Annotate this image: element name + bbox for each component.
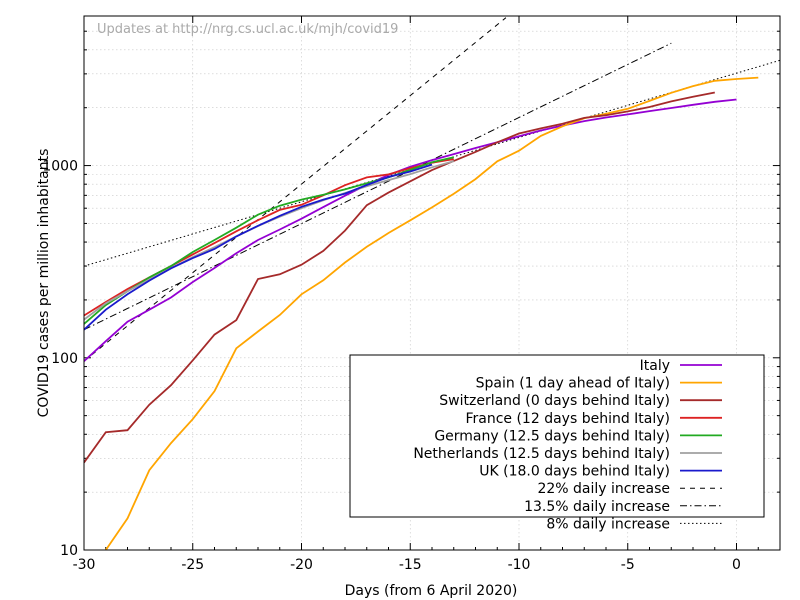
legend-label: 13.5% daily increase [524,499,670,515]
series-line-6 [84,163,433,331]
x-tick-label: -25 [181,557,204,573]
x-tick-label: 0 [732,557,741,573]
annotation-url: Updates at http://nrg.cs.ucl.ac.uk/mjh/c… [97,22,398,37]
y-axis-label: COVID19 cases per million inhabitants [36,149,52,418]
plot-border [83,15,781,551]
x-tick-label: -15 [399,557,422,573]
x-axis-label: Days (from 6 April 2020) [345,583,518,599]
x-tick-label: -30 [73,557,96,573]
y-tick-label: 1000 [42,159,78,175]
legend-label: 22% daily increase [537,481,670,497]
series-line-7 [84,17,507,362]
series-line-0 [84,98,737,362]
x-tick-label: -10 [508,557,531,573]
series-lines [84,17,780,550]
series-line-1 [105,76,759,550]
legend-label: UK (18.0 days behind Italy) [479,464,670,480]
legend-label: Netherlands (12.5 days behind Italy) [413,446,670,462]
ticks: -30 -25 -20 -15 -10 -5 0 10 100 1000 [42,15,781,573]
legend-label: France (12 days behind Italy) [465,411,670,427]
legend-label: 8% daily increase [546,516,670,532]
legend-label: Italy [640,358,670,374]
series-line-2 [84,91,715,464]
y-tick-label: 10 [60,543,78,559]
x-tick-label: -20 [290,557,313,573]
x-tick-label: -5 [621,557,635,573]
y-tick-label: 100 [51,351,78,367]
legend-label: Spain (1 day ahead of Italy) [476,376,670,392]
legend-label: Germany (12.5 days behind Italy) [434,428,670,444]
legend-label: Switzerland (0 days behind Italy) [439,393,670,409]
legend: Italy Spain (1 day ahead of Italy)Switzer… [349,354,765,532]
